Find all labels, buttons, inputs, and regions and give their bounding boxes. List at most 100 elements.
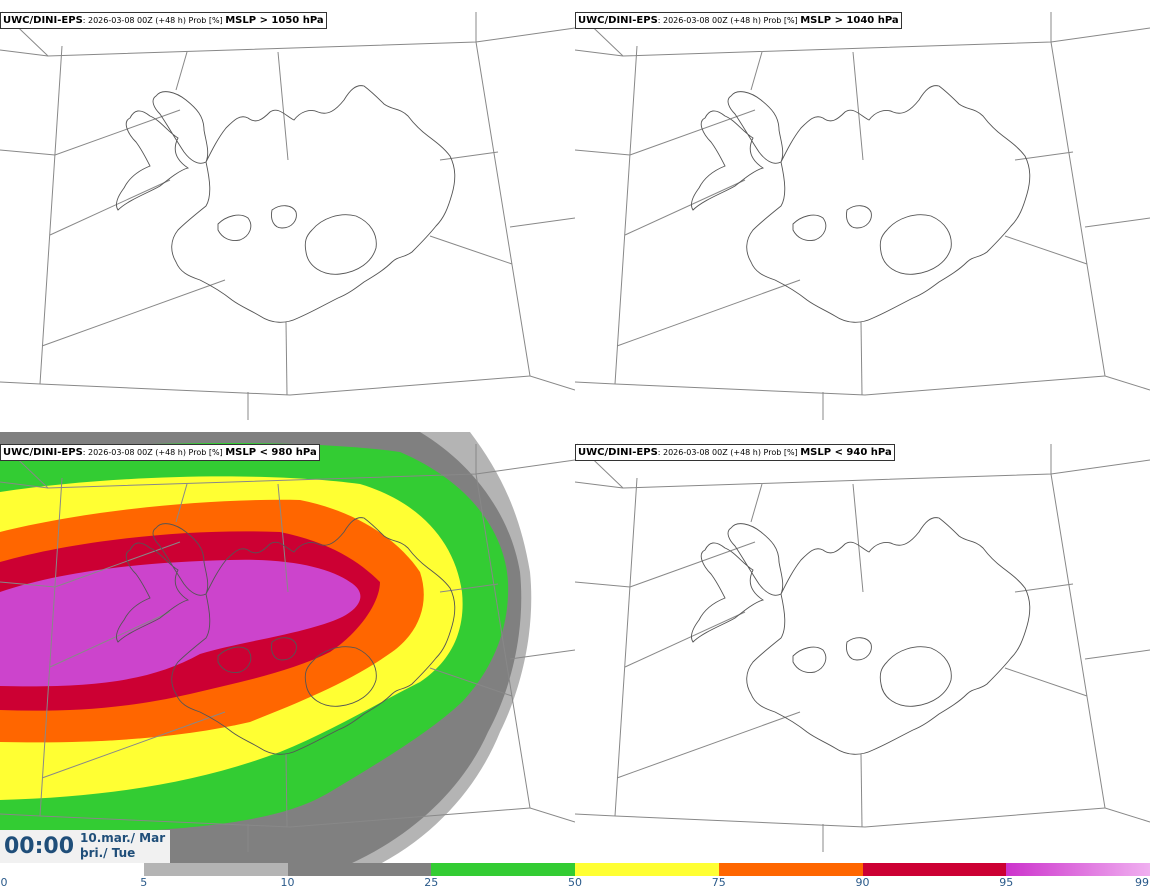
map-canvas bbox=[0, 11, 575, 420]
lat-lon-grid bbox=[575, 11, 1150, 420]
grid-line bbox=[509, 217, 575, 228]
colorbar-tick-label: 99 bbox=[1135, 876, 1149, 889]
grid-line bbox=[575, 45, 638, 385]
grid-line bbox=[852, 483, 864, 593]
grid-line bbox=[49, 611, 171, 668]
grid-line bbox=[575, 109, 756, 156]
grid-line bbox=[277, 483, 289, 593]
colorbar-tick-label: 90 bbox=[855, 876, 870, 889]
probability-field bbox=[0, 432, 532, 864]
grid-line bbox=[1004, 667, 1088, 697]
grid-line bbox=[175, 483, 188, 523]
grid-line bbox=[439, 583, 499, 593]
coastline-path bbox=[115, 517, 456, 755]
map-canvas bbox=[575, 11, 1150, 420]
grid-line bbox=[1050, 41, 1150, 391]
colorbar-tick-label: 0 bbox=[0, 876, 8, 889]
colorbar-tick-label: 95 bbox=[999, 876, 1014, 889]
grid-line bbox=[0, 45, 63, 385]
colorbar-tick-label: 50 bbox=[568, 876, 582, 889]
grid-line bbox=[1014, 583, 1074, 593]
valid-date-line: 10.mar./ Mar bbox=[80, 831, 166, 845]
coastline-path bbox=[115, 85, 456, 323]
map-panel-mslp-gt-1050: UWC/DINI-EPS: 2026-03-08 00Z (+48 h) Pro… bbox=[0, 0, 575, 432]
grid-line bbox=[1, 11, 575, 57]
grid-line bbox=[852, 51, 864, 161]
lat-lon-grid bbox=[575, 443, 1150, 852]
grid-line bbox=[624, 611, 746, 668]
grid-line bbox=[860, 753, 863, 828]
grid-line bbox=[39, 375, 531, 396]
iceland-coastline bbox=[115, 85, 456, 323]
grid-line bbox=[1084, 217, 1150, 228]
grid-line bbox=[614, 807, 1106, 828]
panel-title: UWC/DINI-EPS: 2026-03-08 00Z (+48 h) Pro… bbox=[575, 444, 895, 461]
grid-line bbox=[1004, 235, 1088, 265]
grid-line bbox=[575, 481, 624, 489]
grid-line bbox=[575, 477, 638, 817]
panel-title: UWC/DINI-EPS: 2026-03-08 00Z (+48 h) Pro… bbox=[0, 444, 320, 461]
grid-line bbox=[750, 483, 763, 523]
grid-line bbox=[1, 443, 575, 489]
colorbar-tick-label: 5 bbox=[140, 876, 148, 889]
panel-title: UWC/DINI-EPS: 2026-03-08 00Z (+48 h) Pro… bbox=[0, 12, 327, 29]
colorbar-segment bbox=[862, 863, 1007, 876]
map-canvas bbox=[575, 443, 1150, 852]
grid-line bbox=[0, 109, 181, 156]
grid-line bbox=[576, 443, 1150, 489]
probability-colorbar: 0 5 10 25 50 75 90 95 99 bbox=[0, 863, 1150, 891]
grid-line bbox=[575, 49, 624, 57]
grid-line bbox=[475, 41, 575, 391]
grid-line bbox=[616, 711, 801, 779]
lat-lon-grid bbox=[0, 11, 575, 420]
grid-line bbox=[285, 321, 288, 396]
grid-line bbox=[0, 541, 181, 588]
grid-line bbox=[429, 235, 513, 265]
colorbar-segment bbox=[287, 863, 432, 876]
grid-line bbox=[624, 179, 746, 236]
iceland-coastline bbox=[690, 85, 1031, 323]
iceland-coastline bbox=[115, 517, 456, 755]
map-canvas bbox=[0, 432, 575, 864]
map-panel-mslp-lt-980: UWC/DINI-EPS: 2026-03-08 00Z (+48 h) Pro… bbox=[0, 432, 575, 864]
colorbar-tick-label: 25 bbox=[424, 876, 439, 889]
grid-line bbox=[616, 279, 801, 347]
grid-line bbox=[750, 51, 763, 91]
grid-line bbox=[429, 667, 513, 697]
colorbar-segment bbox=[0, 863, 144, 876]
iceland-coastline bbox=[690, 517, 1031, 755]
grid-line bbox=[1084, 649, 1150, 660]
grid-line bbox=[1050, 473, 1150, 823]
colorbar-segment bbox=[718, 863, 863, 876]
grid-line bbox=[860, 321, 863, 396]
valid-time-date: 10.mar./ Mar þri./ Tue bbox=[80, 831, 165, 861]
panel-title: UWC/DINI-EPS: 2026-03-08 00Z (+48 h) Pro… bbox=[575, 12, 902, 29]
grid-line bbox=[0, 49, 49, 57]
colorbar-tick-label: 75 bbox=[711, 876, 726, 889]
grid-line bbox=[0, 481, 49, 489]
grid-line bbox=[285, 753, 288, 828]
lat-lon-grid bbox=[0, 443, 575, 852]
grid-line bbox=[41, 279, 226, 347]
grid-line bbox=[49, 179, 171, 236]
coastline-path bbox=[690, 85, 1031, 323]
valid-time-clock: 00:00 bbox=[4, 834, 75, 859]
map-panel-mslp-gt-1040: UWC/DINI-EPS: 2026-03-08 00Z (+48 h) Pro… bbox=[575, 0, 1150, 432]
probability-contour-p95 bbox=[0, 559, 361, 687]
grid-line bbox=[277, 51, 289, 161]
grid-line bbox=[1014, 151, 1074, 161]
colorbar-segment bbox=[575, 863, 719, 876]
map-panel-mslp-lt-940: UWC/DINI-EPS: 2026-03-08 00Z (+48 h) Pro… bbox=[575, 432, 1150, 864]
grid-line bbox=[39, 807, 531, 828]
grid-line bbox=[41, 711, 226, 779]
grid-line bbox=[509, 649, 575, 660]
grid-line bbox=[175, 51, 188, 91]
colorbar-segment bbox=[143, 863, 288, 876]
colorbar-segment bbox=[1006, 863, 1150, 876]
coastline-path bbox=[690, 517, 1031, 755]
grid-line bbox=[439, 151, 499, 161]
valid-weekday-line: þri./ Tue bbox=[80, 846, 136, 860]
colorbar-segment bbox=[431, 863, 575, 876]
colorbar-tick-label: 10 bbox=[280, 876, 295, 889]
valid-time-box: 00:00 10.mar./ Mar þri./ Tue bbox=[0, 830, 170, 864]
